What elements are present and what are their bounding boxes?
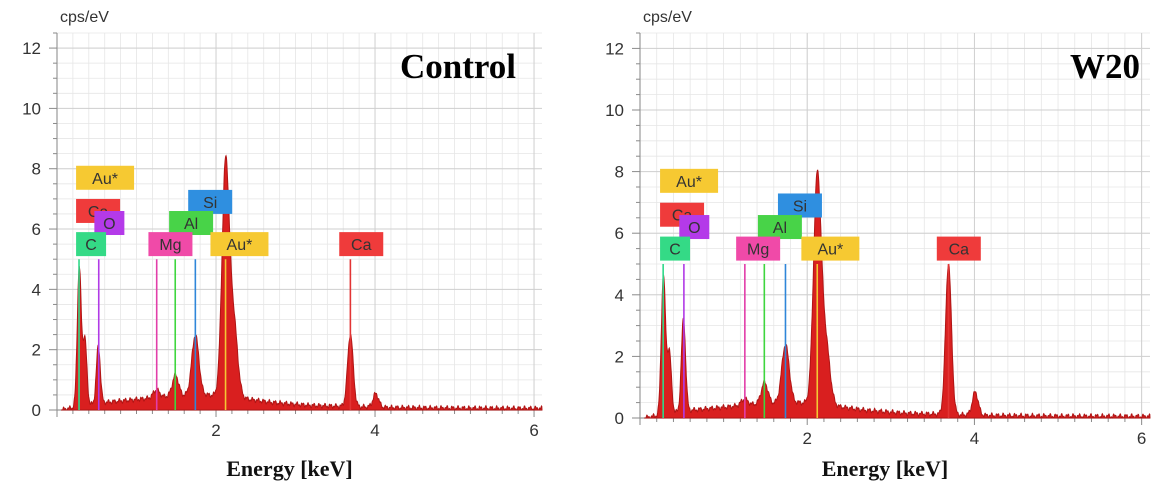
element-tag-box xyxy=(339,232,384,257)
element-tag-box xyxy=(757,215,802,240)
element-tag-box xyxy=(169,211,214,236)
element-tag-label: Au* xyxy=(817,242,843,259)
y-tick-label: 10 xyxy=(605,101,624,120)
x-tick-label: 6 xyxy=(1137,429,1146,448)
element-tag-label: Si xyxy=(203,195,217,212)
grid xyxy=(639,32,1150,419)
spectrum-area xyxy=(644,169,1151,419)
y-tick-label: 2 xyxy=(32,341,41,360)
y-tick-label: 2 xyxy=(615,347,624,366)
x-tick-label: 4 xyxy=(970,429,979,448)
x-axis-label: Energy [keV] xyxy=(226,456,352,481)
element-tag-box xyxy=(660,168,719,193)
element-tag-label: Al xyxy=(773,220,787,237)
y-tick-label: 4 xyxy=(32,280,41,299)
y-tick-label: 12 xyxy=(22,39,41,58)
element-tag-box xyxy=(148,232,193,257)
element-tag-label: Au* xyxy=(92,171,118,188)
x-tick-label: 4 xyxy=(370,421,379,440)
element-tag-box xyxy=(777,193,822,218)
element-tag-box xyxy=(188,189,233,214)
element-tag-label: Mg xyxy=(159,237,181,254)
y-tick-label: 4 xyxy=(615,286,624,305)
element-tag-label: O xyxy=(103,216,115,233)
element-tag-label: Ca xyxy=(949,242,970,259)
element-tag-label: Si xyxy=(793,198,807,215)
chart-title: Control xyxy=(400,47,516,86)
y-tick-label: 6 xyxy=(32,220,41,239)
element-tag-box xyxy=(736,236,781,261)
element-tag-label: Mg xyxy=(747,242,769,259)
element-tag-label: O xyxy=(688,220,700,237)
element-tag-box xyxy=(210,232,269,257)
x-tick-label: 6 xyxy=(529,421,538,440)
element-tag-label: Ca xyxy=(351,237,372,254)
element-tag-box xyxy=(94,211,125,236)
y-tick-label: 12 xyxy=(605,39,624,58)
y-tick-label: 0 xyxy=(615,409,624,428)
element-tag-box xyxy=(76,165,135,190)
spectrum-area xyxy=(61,154,543,411)
w20-spectrum-panel: 0 2 4 6 8 10 12 2 4 6 cps/eV Energy [keV] W20 Au* Ca OC… xyxy=(605,9,1151,481)
x-axis-label: Energy [keV] xyxy=(822,456,948,481)
y-tick-label: 0 xyxy=(32,401,41,420)
chart-title: W20 xyxy=(1070,47,1140,86)
element-tag-label: C xyxy=(669,242,681,259)
control-spectrum-panel: 0 2 4 6 8 10 12 2 4 6 cps/eV Energy [keV] Control Au*… xyxy=(22,9,543,481)
element-tag-box xyxy=(660,236,691,261)
element-tag-label: Al xyxy=(184,216,198,233)
y-tick-label: 8 xyxy=(32,160,41,179)
element-tag-box xyxy=(76,232,107,257)
y-axis-label: cps/eV xyxy=(643,9,692,26)
y-tick-label: 10 xyxy=(22,99,41,118)
element-tag-label: C xyxy=(85,237,97,254)
y-tick-label: 8 xyxy=(615,163,624,182)
y-tick-label: 6 xyxy=(615,224,624,243)
element-tag-label: Au* xyxy=(676,174,702,191)
element-tag-box xyxy=(936,236,981,261)
element-tag-label: Au* xyxy=(227,237,253,254)
y-axis-label: cps/eV xyxy=(60,9,109,26)
grid xyxy=(56,32,542,411)
element-tag-box xyxy=(679,215,710,240)
x-tick-label: 2 xyxy=(802,429,811,448)
element-tag-box xyxy=(801,236,860,261)
x-tick-label: 2 xyxy=(211,421,220,440)
